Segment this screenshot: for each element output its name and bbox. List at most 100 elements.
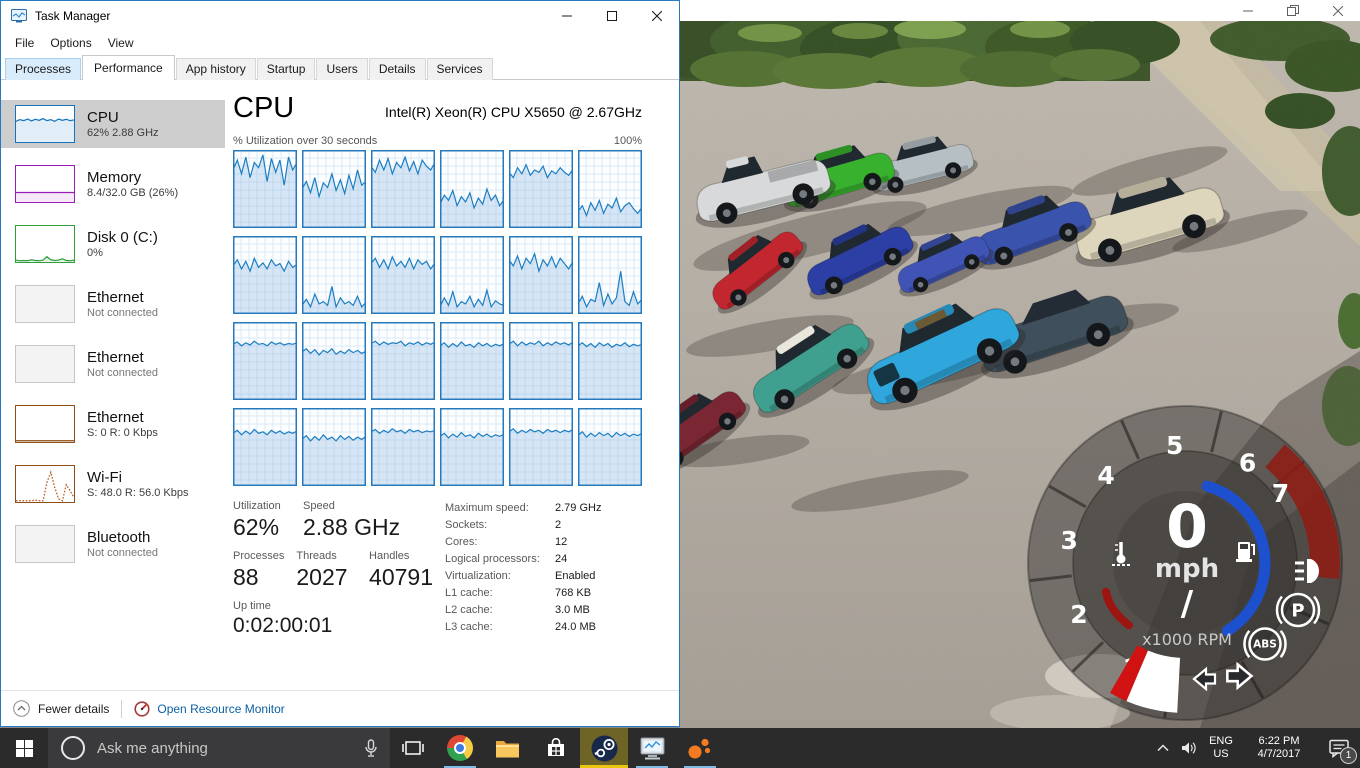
hud-rpm-scale-label: x1000 RPM <box>1142 630 1232 649</box>
tab-users[interactable]: Users <box>316 58 368 80</box>
action-center-icon <box>1328 739 1349 758</box>
core-chart-cpu-4 <box>508 150 574 228</box>
sidebar-item-memory[interactable]: Memory 8.4/32.0 GB (26%) <box>1 160 225 208</box>
tab-processes[interactable]: Processes <box>5 58 82 80</box>
parked-cars <box>680 136 1230 475</box>
tray-clock[interactable]: 6:22 PM 4/7/2017 <box>1246 735 1312 761</box>
svg-text:P: P <box>1291 601 1304 622</box>
restore-icon <box>1286 5 1299 16</box>
open-resource-monitor-link[interactable]: Open Resource Monitor <box>157 701 285 716</box>
game-minimize-button[interactable] <box>1225 0 1270 21</box>
sidebar-item-detail: Not connected <box>87 547 158 559</box>
chart-max-label: 100% <box>613 135 642 147</box>
spec-value: Enabled <box>555 570 596 582</box>
menu-item-options[interactable]: Options <box>50 36 92 50</box>
tab-app-history[interactable]: App history <box>175 58 256 80</box>
spec-label: L2 cache: <box>445 604 493 616</box>
core-chart-cpu-2 <box>370 150 436 228</box>
search-input[interactable] <box>95 738 364 758</box>
sidebar-item-cpu[interactable]: CPU 62% 2.88 GHz <box>1 100 225 148</box>
menu-item-file[interactable]: File <box>15 36 35 50</box>
task-manager-footer: Fewer details Open Resource Monitor <box>1 690 679 726</box>
game-restore-button[interactable] <box>1270 0 1315 21</box>
core-chart-cpu-14 <box>370 322 436 400</box>
sidebar-item-disk-0-c-[interactable]: Disk 0 (C:) 0% <box>1 220 225 268</box>
tab-performance[interactable]: Performance <box>82 55 175 80</box>
game-titlebar[interactable] <box>680 0 1360 21</box>
resource-monitor-icon <box>134 700 150 717</box>
svg-text:6: 6 <box>1239 448 1256 477</box>
stat-threads: Threads 2027 <box>296 550 348 590</box>
tray-language-indicator[interactable]: ENG US <box>1209 735 1233 760</box>
tab-details[interactable]: Details <box>368 58 426 80</box>
cpu-panel: CPU Intel(R) Xeon(R) CPU X5650 @ 2.67GHz… <box>225 80 679 690</box>
taskbar: ENG US 6:22 PM 4/7/2017 1 <box>0 728 1360 768</box>
core-chart-cpu-3 <box>439 150 505 228</box>
core-chart-cpu-15 <box>439 322 505 400</box>
spec-value: 2 <box>555 519 562 531</box>
spec-value: 3.0 MB <box>555 604 590 616</box>
taskbar-store-button[interactable] <box>532 728 580 768</box>
spec-row: Virtualization: Enabled <box>445 570 663 582</box>
minimize-button[interactable] <box>544 1 589 31</box>
spec-value: 12 <box>555 536 568 548</box>
sidebar-item-detail: 62% 2.88 GHz <box>87 127 159 139</box>
tab-startup[interactable]: Startup <box>256 58 316 80</box>
sidebar-item-ethernet[interactable]: Ethernet S: 0 R: 0 Kbps <box>1 400 225 448</box>
car-sports <box>980 289 1134 379</box>
tab-services[interactable]: Services <box>426 58 493 80</box>
menu-item-view[interactable]: View <box>107 36 134 50</box>
taskbar-steam-button[interactable] <box>580 728 628 768</box>
stat-handles: Handles 40791 <box>369 550 433 590</box>
maximize-button[interactable] <box>589 1 634 31</box>
sidebar-item-bluetooth[interactable]: Bluetooth Not connected <box>1 520 225 568</box>
hud-gear-indicator: / <box>1181 584 1194 624</box>
car-classic <box>753 323 875 418</box>
tray-chevron-up-button[interactable] <box>1150 728 1176 768</box>
tabstrip: Processes Performance App history Startup Us… <box>1 55 679 80</box>
game-close-button[interactable] <box>1315 0 1360 21</box>
car-sedan <box>871 136 978 196</box>
sidebar-item-name: Ethernet <box>87 289 144 306</box>
sidebar-mini-chart <box>15 345 75 383</box>
core-chart-cpu-11 <box>577 236 643 314</box>
svg-text:4: 4 <box>1097 461 1114 490</box>
spec-label: L1 cache: <box>445 587 493 599</box>
task-view-icon <box>402 741 424 755</box>
core-chart-cpu-6 <box>232 236 298 314</box>
car-sedan <box>807 223 918 300</box>
cortana-icon <box>61 736 85 760</box>
action-center-button[interactable]: 1 <box>1318 728 1360 768</box>
cortana-search-box[interactable] <box>48 728 390 768</box>
start-button[interactable] <box>0 728 48 768</box>
car-pickup <box>695 156 836 228</box>
taskbar-file-explorer-button[interactable] <box>484 728 532 768</box>
taskbar-beamng-button[interactable] <box>676 728 724 768</box>
core-chart-cpu-1 <box>301 150 367 228</box>
task-view-button[interactable] <box>390 728 436 768</box>
chrome-icon <box>447 735 473 761</box>
spec-row: L3 cache: 24.0 MB <box>445 621 663 633</box>
svg-text:7: 7 <box>1272 479 1289 508</box>
sidebar-item-ethernet[interactable]: Ethernet Not connected <box>1 280 225 328</box>
hud-speed-unit: mph <box>1155 554 1219 584</box>
sidebar-item-ethernet[interactable]: Ethernet Not connected <box>1 340 225 388</box>
core-chart-cpu-18 <box>232 408 298 486</box>
hud-speed-value: 0 <box>1166 492 1208 562</box>
microphone-icon[interactable] <box>364 738 378 758</box>
taskbar-chrome-button[interactable] <box>436 728 484 768</box>
spec-label: Sockets: <box>445 519 488 531</box>
chevron-up-circle-icon[interactable] <box>13 700 30 717</box>
close-button[interactable] <box>634 1 679 31</box>
sidebar-mini-chart <box>15 465 75 503</box>
fewer-details-button[interactable]: Fewer details <box>38 701 110 716</box>
sidebar-item-wi-fi[interactable]: Wi-Fi S: 48.0 R: 56.0 Kbps <box>1 460 225 508</box>
taskbar-task-manager-button[interactable] <box>628 728 676 768</box>
task-manager-titlebar[interactable]: Task Manager <box>1 1 679 31</box>
tray-volume-button[interactable] <box>1176 728 1202 768</box>
sidebar-item-detail: 8.4/32.0 GB (26%) <box>87 187 179 199</box>
car-sedan <box>680 391 751 475</box>
minimize-icon <box>1242 10 1253 11</box>
